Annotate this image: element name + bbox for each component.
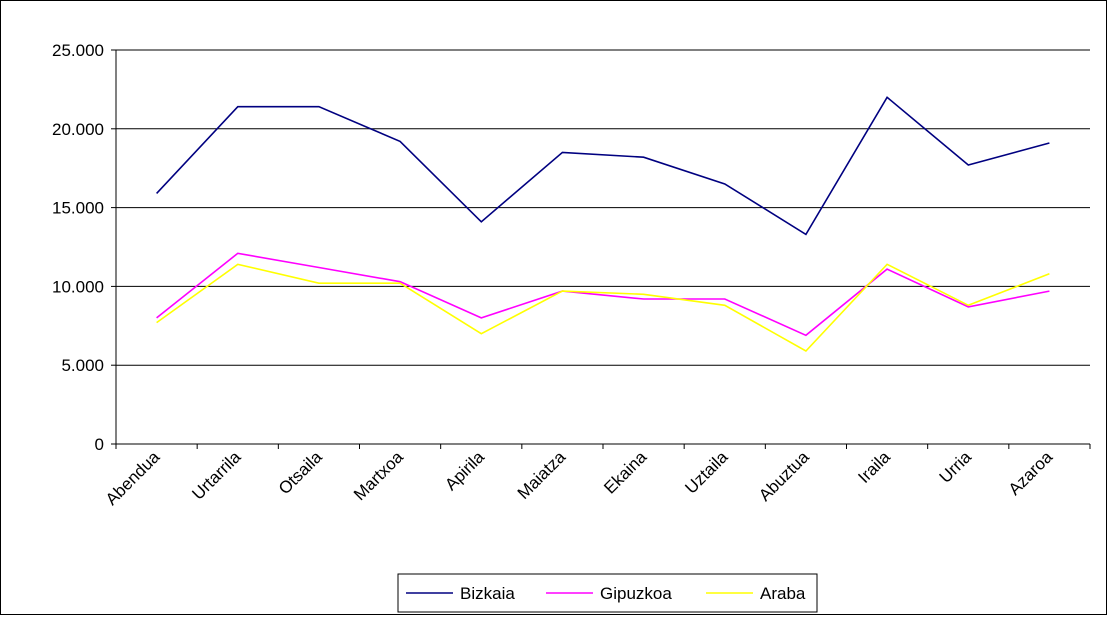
legend: Bizkaia Gipuzkoa Araba: [397, 573, 818, 613]
y-axis-tick-labels: 0 5.000 10.000 15.000 20.000 25.000: [52, 41, 104, 454]
legend-label: Bizkaia: [460, 584, 515, 603]
legend-label: Araba: [760, 584, 806, 603]
legend-label: Gipuzkoa: [600, 584, 672, 603]
series-line-bizkaia: [156, 96, 1050, 236]
y-tick-label: 0: [95, 435, 104, 454]
y-tick-label: 5.000: [61, 356, 104, 375]
y-tick-label: 25.000: [52, 41, 104, 60]
axes: [111, 49, 1091, 449]
gridlines: [116, 49, 1090, 366]
y-tick-label: 15.000: [52, 199, 104, 218]
y-tick-label: 10.000: [52, 277, 104, 296]
series-line-gipuzkoa: [156, 252, 1050, 337]
y-tick-label: 20.000: [52, 120, 104, 139]
series-line-araba: [156, 263, 1050, 353]
series-lines: [156, 96, 1050, 353]
